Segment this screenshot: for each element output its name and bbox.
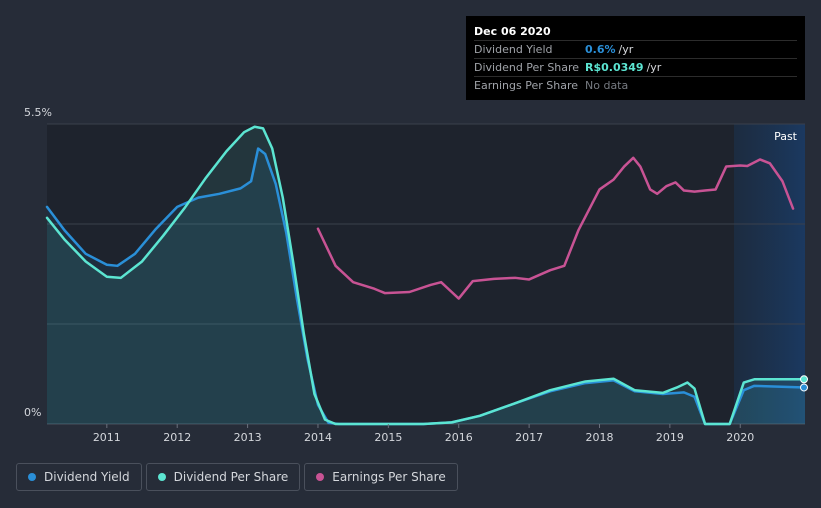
tooltip-value: 0.6% [585,43,616,56]
legend-dot-icon [28,473,36,481]
end-marker-dividend-per-share [800,375,808,384]
area-dividend-yield [47,148,805,424]
x-tick-label: 2018 [585,431,613,444]
legend-label: Earnings Per Share [332,470,446,484]
tooltip-row-earnings-per-share: Earnings Per Share No data [474,76,797,94]
past-label: Past [774,130,798,143]
x-axis-ticks: 2011 2012 2013 2014 2015 2016 2017 2018 2019 2020 [93,424,754,444]
tooltip-unit: /yr [646,61,662,74]
tooltip-row-dividend-per-share: Dividend Per Share R$0.0349 /yr [474,58,797,76]
legend-item-dividend-yield[interactable]: Dividend Yield [16,463,142,491]
area-dividend-per-share [47,126,805,425]
legend-item-dividend-per-share[interactable]: Dividend Per Share [145,463,301,491]
legend-dot-icon [157,473,166,481]
tooltip-value: No data [585,79,629,92]
tooltip-label: Dividend Per Share [474,61,580,74]
series-lines [45,125,807,426]
y-axis-top-label: 5.5% [24,106,52,119]
tooltip-label: Dividend Yield [474,43,553,56]
x-tick-label: 2019 [656,431,684,444]
past-region [734,124,805,424]
x-tick-label: 2020 [726,431,754,444]
x-tick-label: 2011 [93,431,121,444]
end-markers [800,375,808,392]
tooltip-value: R$0.0349 [585,61,644,74]
x-tick-label: 2014 [304,431,332,444]
tooltip-date: Dec 06 2020 [474,25,551,38]
x-tick-label: 2015 [374,431,402,444]
legend-dot-icon [316,473,325,481]
tooltip-row-dividend-yield: Dividend Yield 0.6% /yr [474,40,797,58]
tooltip: Dec 06 2020 Dividend Yield 0.6% /yr Divi… [466,16,805,100]
legend: Dividend Yield Dividend Per Share Earnin… [16,463,458,491]
tooltip-unit: /yr [618,43,634,56]
legend-label: Dividend Yield [44,470,130,484]
line-earnings-per-share [316,156,795,300]
x-tick-label: 2013 [234,431,262,444]
legend-item-earnings-per-share[interactable]: Earnings Per Share [304,463,458,491]
legend-label: Dividend Per Share [173,470,289,484]
tooltip-label: Earnings Per Share [474,79,579,92]
line-dividend-per-share [45,125,807,426]
x-tick-label: 2017 [515,431,543,444]
x-tick-label: 2016 [445,431,473,444]
end-marker-dividend-yield [800,383,808,392]
x-tick-label: 2012 [163,431,191,444]
plot-background [47,124,805,424]
y-axis-bottom-label: 0% [24,406,41,419]
area-fills [47,126,805,425]
